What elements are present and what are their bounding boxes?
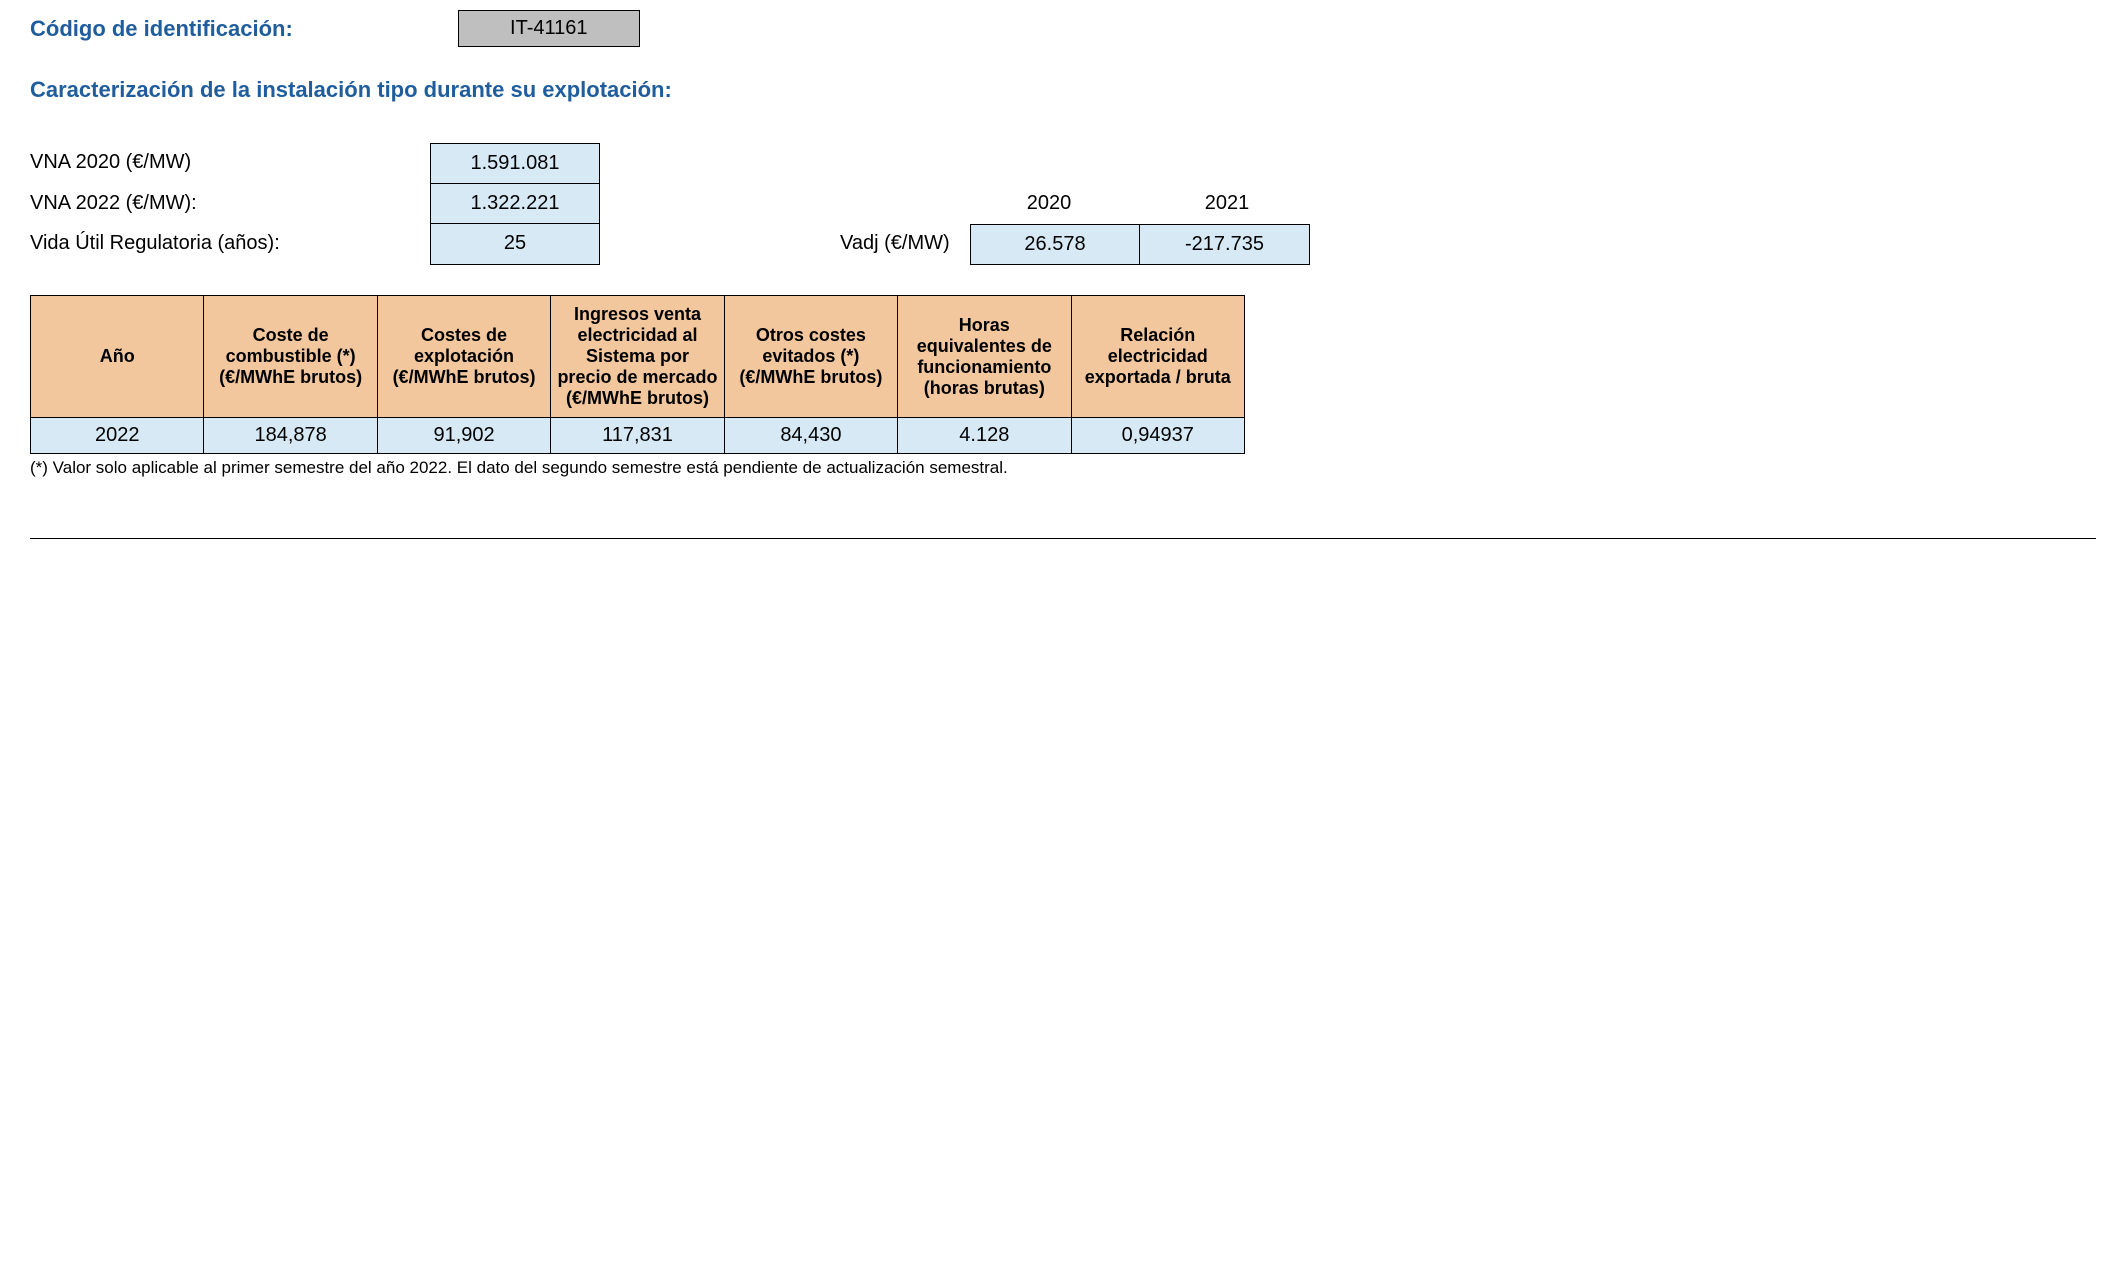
footnote: (*) Valor solo aplicable al primer semes… — [30, 458, 2096, 478]
vida-value: 25 — [430, 224, 600, 265]
vna2022-label: VNA 2022 (€/MW): — [30, 184, 430, 224]
vida-label: Vida Útil Regulatoria (años): — [30, 224, 430, 265]
vadj-year-2021: 2021 — [1138, 184, 1316, 224]
vadj-label: Vadj (€/MW) — [840, 224, 970, 265]
param-row-vida: Vida Útil Regulatoria (años): 25 Vadj (€… — [30, 224, 2096, 265]
identification-row: Código de identificación: IT-41161 — [30, 10, 2096, 47]
cell-hours: 4.128 — [898, 418, 1071, 454]
cell-opex: 91,902 — [377, 418, 550, 454]
table-row: 2022 184,878 91,902 117,831 84,430 4.128… — [31, 418, 1245, 454]
vna2020-value: 1.591.081 — [430, 143, 600, 184]
parameters-block: VNA 2020 (€/MW) 1.591.081 VNA 2022 (€/MW… — [30, 143, 2096, 265]
col-opex: Costes de explotación (€/MWhE brutos) — [377, 296, 550, 418]
vna2022-value: 1.322.221 — [430, 184, 600, 224]
vadj-value-2020: 26.578 — [970, 224, 1140, 265]
param-row-vna2022: VNA 2022 (€/MW): 1.322.221 2020 2021 — [30, 184, 2096, 224]
col-avoided: Otros costes evitados (*) (€/MWhE brutos… — [724, 296, 897, 418]
cell-avoided: 84,430 — [724, 418, 897, 454]
col-fuel-cost: Coste de combustible (*) (€/MWhE brutos) — [204, 296, 377, 418]
cell-ratio: 0,94937 — [1071, 418, 1244, 454]
separator-line — [30, 538, 2096, 539]
id-label: Código de identificación: — [30, 16, 293, 42]
cell-fuel-cost: 184,878 — [204, 418, 377, 454]
cell-income: 117,831 — [551, 418, 724, 454]
col-ratio: Relación electricidad exportada / bruta — [1071, 296, 1244, 418]
col-year: Año — [31, 296, 204, 418]
main-data-table: Año Coste de combustible (*) (€/MWhE bru… — [30, 295, 1245, 454]
id-value-box: IT-41161 — [458, 10, 640, 47]
param-row-vna2020: VNA 2020 (€/MW) 1.591.081 — [30, 143, 2096, 184]
vna2020-label: VNA 2020 (€/MW) — [30, 143, 430, 184]
table-header-row: Año Coste de combustible (*) (€/MWhE bru… — [31, 296, 1245, 418]
col-income: Ingresos venta electricidad al Sistema p… — [551, 296, 724, 418]
cell-year: 2022 — [31, 418, 204, 454]
vadj-year-2020: 2020 — [960, 184, 1138, 224]
vadj-value-2021: -217.735 — [1140, 224, 1310, 265]
col-hours: Horas equivalentes de funcionamiento (ho… — [898, 296, 1071, 418]
section-title: Caracterización de la instalación tipo d… — [30, 77, 2096, 103]
